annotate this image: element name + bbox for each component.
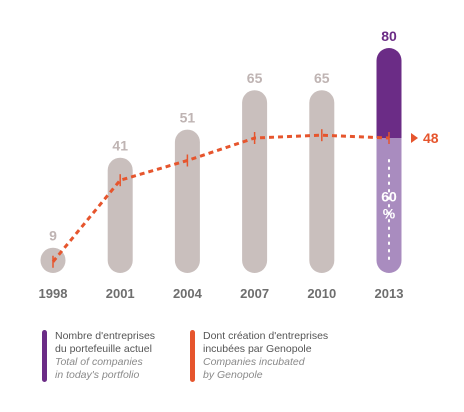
share-value-label: 60 xyxy=(381,189,397,205)
legend-incubated-fr-1: Dont création d'entreprises xyxy=(203,330,329,342)
legend-incubated-en-2: by Genopole xyxy=(203,369,263,381)
bar-label-2001: 41 xyxy=(112,138,128,154)
share-unit-label: % xyxy=(383,206,396,222)
legend-item-incubated: Dont création d'entreprises incubées par… xyxy=(190,330,328,382)
x-tick-label-2010: 2010 xyxy=(307,286,336,301)
line-end-label: 48 xyxy=(423,130,439,146)
line-series-incubated xyxy=(51,133,390,263)
line-end-arrow xyxy=(411,133,418,143)
legend-incubated-en-1: Companies incubated xyxy=(203,356,305,368)
x-tick-label-2007: 2007 xyxy=(240,286,269,301)
bar-label-2010: 65 xyxy=(314,70,330,86)
x-tick-label-2013: 2013 xyxy=(375,286,404,301)
x-tick-label-1998: 1998 xyxy=(39,286,68,301)
bar-label-2004: 51 xyxy=(180,110,196,126)
bar-2004 xyxy=(174,129,200,273)
bar-label-1998: 9 xyxy=(49,228,57,244)
legend-swatch-incubated xyxy=(190,330,195,382)
bar-2010 xyxy=(309,90,335,273)
legend-swatch-portfolio xyxy=(42,330,47,382)
legend-portfolio-fr-1: Nombre d'entreprises xyxy=(55,330,156,342)
bar-2001 xyxy=(107,157,133,273)
bar-label-2013: 80 xyxy=(381,28,397,44)
bar-2007 xyxy=(242,90,268,273)
x-tick-label-2001: 2001 xyxy=(106,286,135,301)
legend-item-portfolio: Nombre d'entreprises du portefeuille act… xyxy=(42,330,155,382)
bar-label-2007: 65 xyxy=(247,70,263,86)
legend-portfolio-en-2: in today's portfolio xyxy=(55,369,140,381)
legend-portfolio-fr-2: du portefeuille actuel xyxy=(55,343,152,355)
legend-portfolio-en-1: Total of companies xyxy=(55,356,143,368)
legend-incubated-fr-2: incubées par Genopole xyxy=(203,343,312,355)
x-tick-label-2004: 2004 xyxy=(173,286,203,301)
